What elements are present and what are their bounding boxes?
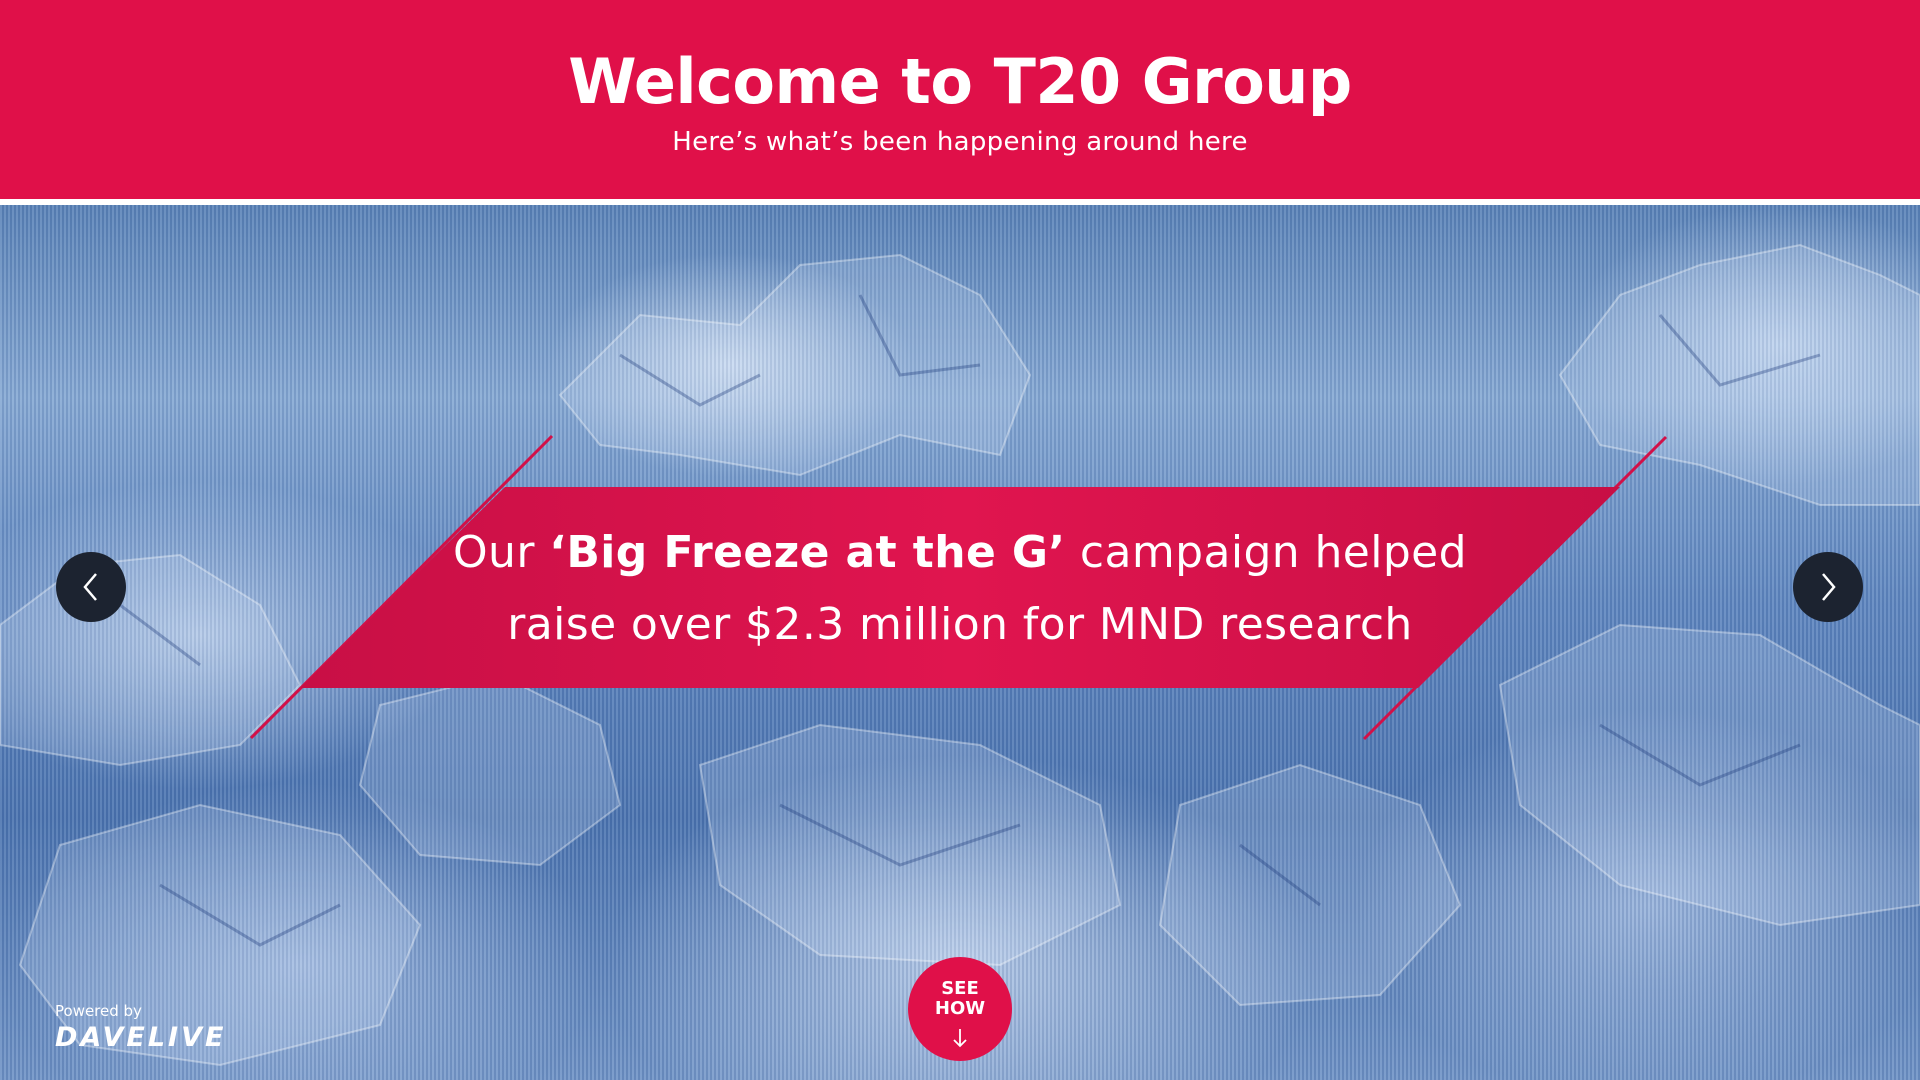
slide-text-line2: raise over $2.3 million for MND research: [507, 599, 1413, 650]
next-slide-button[interactable]: [1793, 552, 1863, 622]
slide-text-intro: Our: [453, 527, 550, 578]
see-how-label-line2: HOW: [934, 998, 986, 1019]
previous-slide-button[interactable]: [56, 552, 126, 622]
slide-campaign-name: ‘Big Freeze at the G’: [549, 527, 1066, 578]
hero-slide: Our ‘Big Freeze at the G’ campaign helpe…: [0, 205, 1920, 1080]
ice-background-image: [0, 243, 1920, 1067]
davelive-logo[interactable]: DAVELIVE: [55, 1022, 227, 1053]
page-header: Welcome to T20 Group Here’s what’s been …: [0, 0, 1920, 199]
headline-banner: [249, 434, 1668, 741]
slide-headline: Our ‘Big Freeze at the G’ campaign helpe…: [440, 517, 1480, 661]
powered-by-label: Powered by: [55, 1002, 142, 1020]
page-title: Welcome to T20 Group: [568, 45, 1352, 118]
chevron-right-icon: [1822, 573, 1836, 601]
see-how-label: SEE HOW: [908, 979, 1012, 1019]
see-how-label-line1: SEE: [941, 978, 979, 999]
banner-shape: [300, 487, 1620, 688]
chevron-left-icon: [83, 573, 97, 601]
powered-by: Powered by DAVELIVE: [55, 1002, 226, 1052]
slide-text-line1-end: campaign helped: [1065, 527, 1467, 578]
page-subtitle: Here’s what’s been happening around here: [672, 127, 1248, 157]
see-how-button[interactable]: SEE HOW: [908, 957, 1012, 1061]
arrow-down-icon: [953, 1029, 967, 1048]
